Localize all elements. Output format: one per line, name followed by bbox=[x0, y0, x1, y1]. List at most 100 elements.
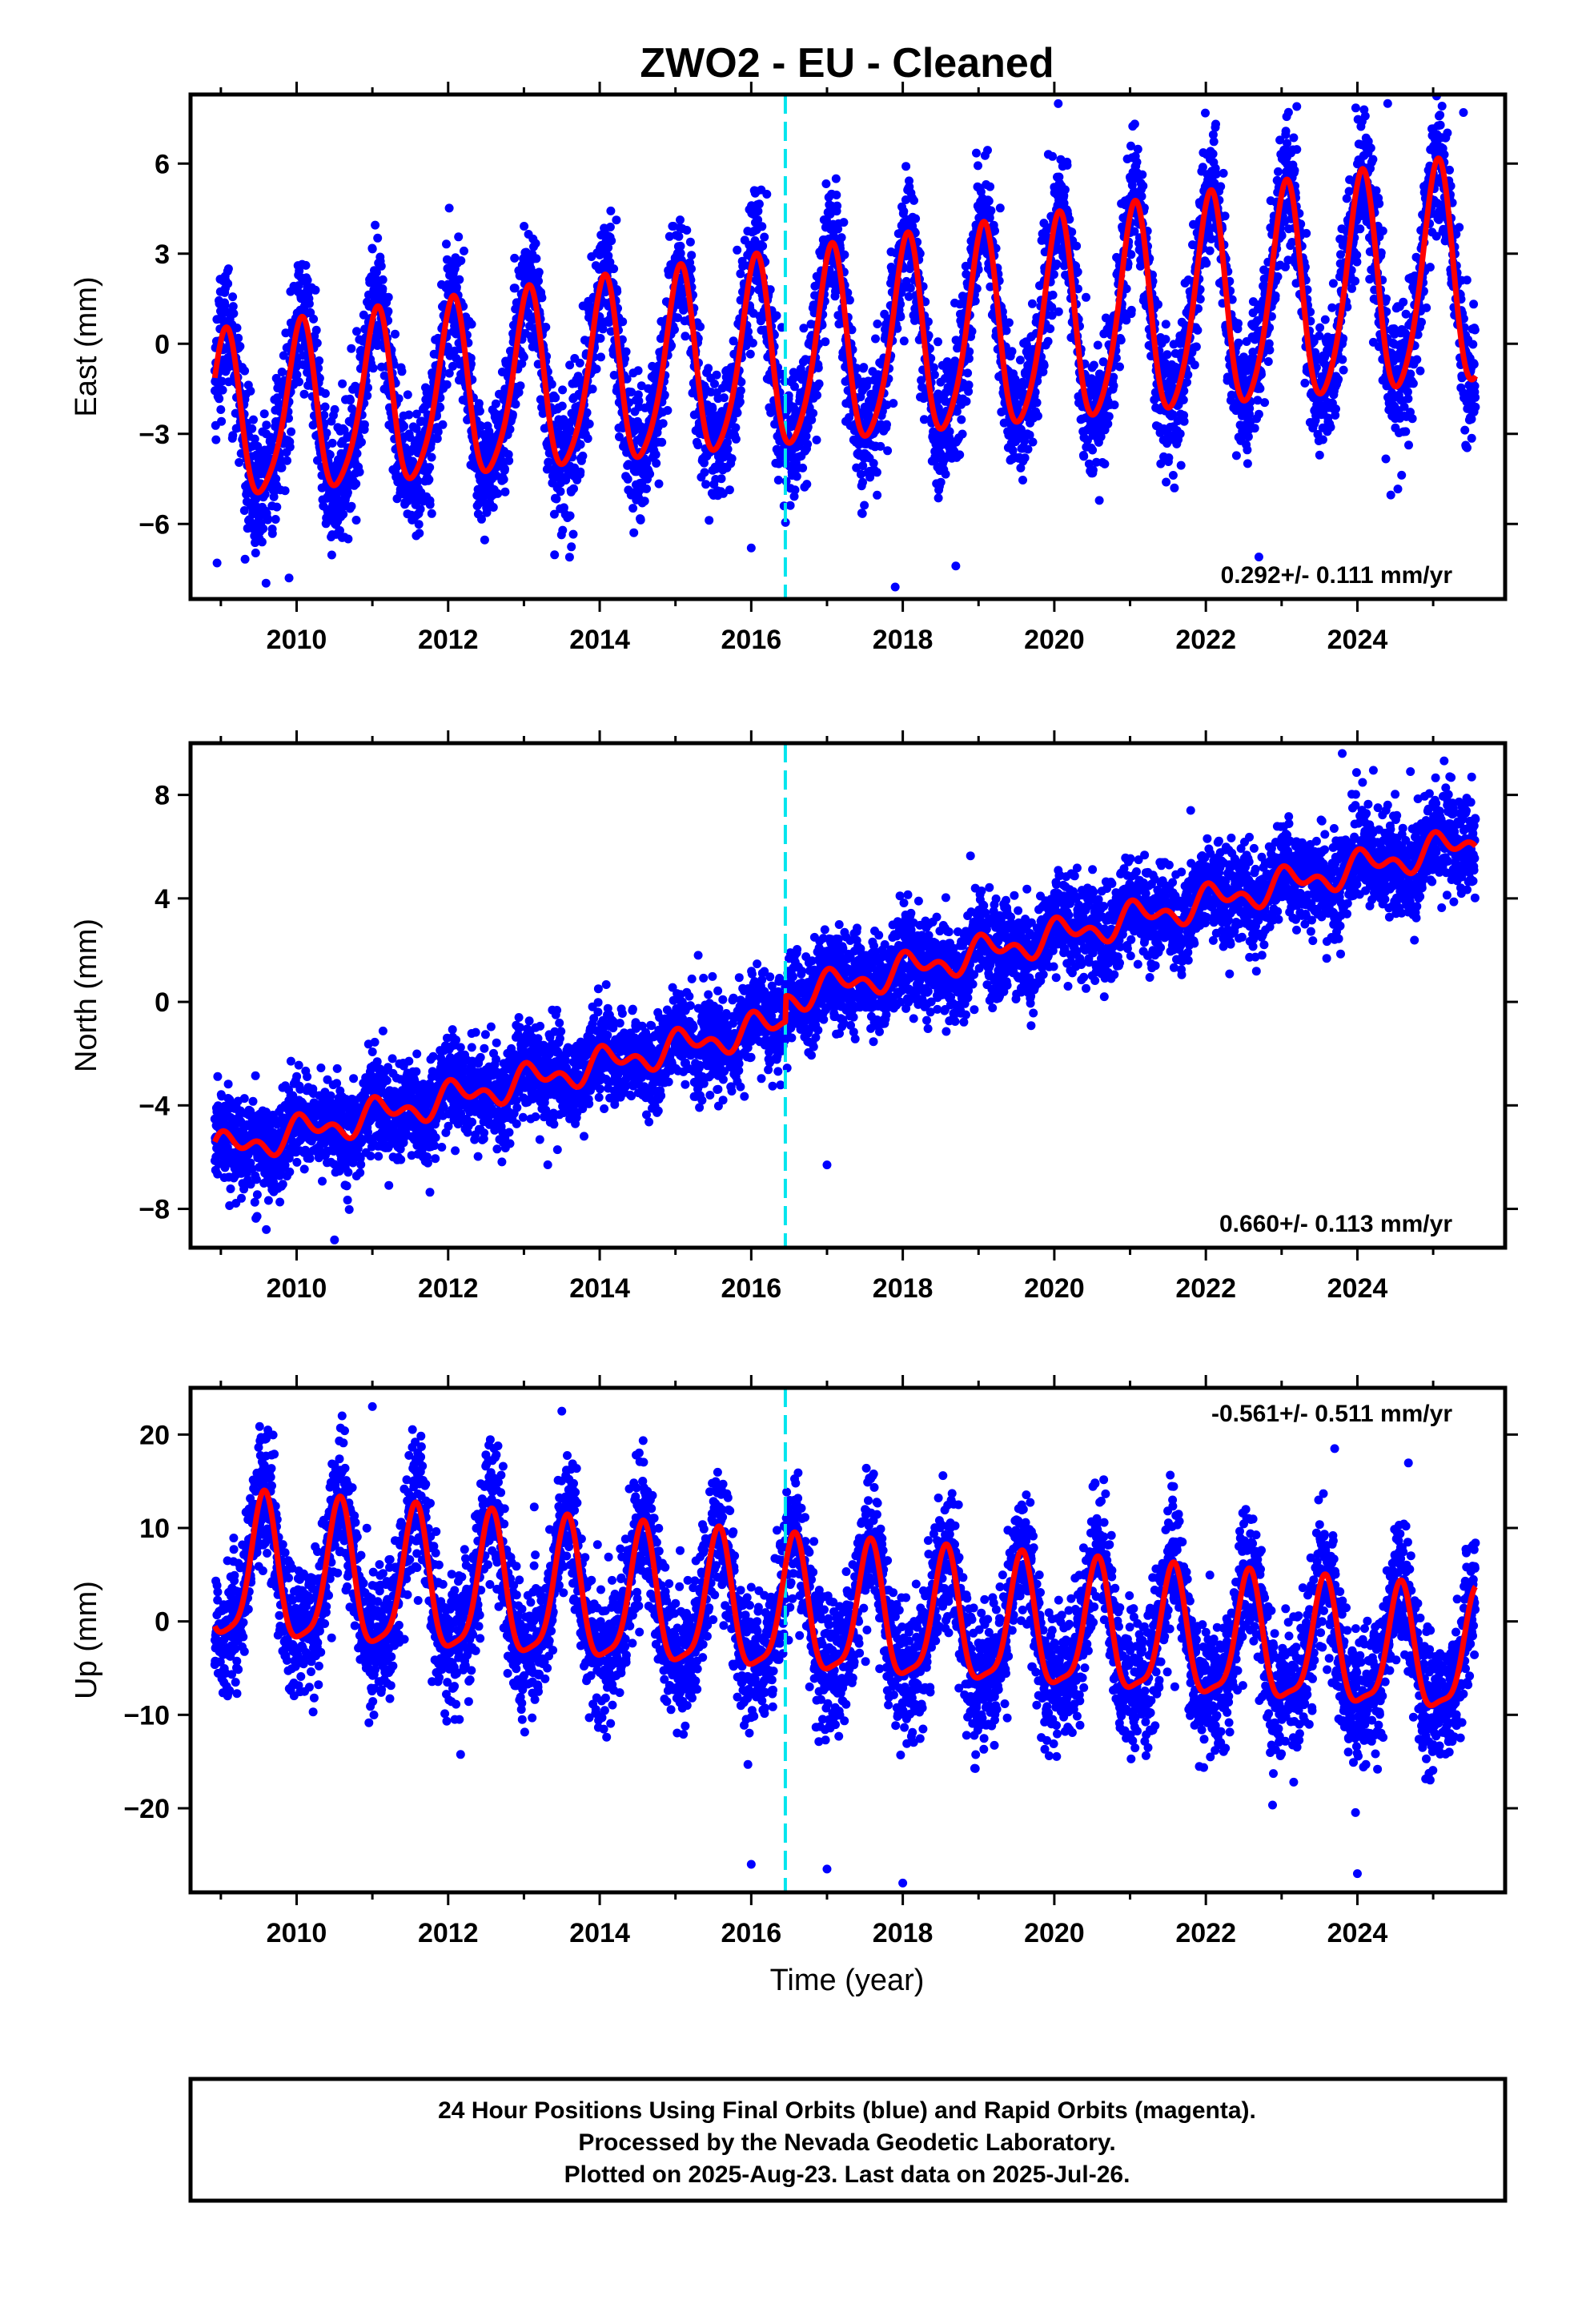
data-point bbox=[1052, 259, 1062, 269]
data-point bbox=[283, 456, 291, 465]
data-point bbox=[1004, 318, 1014, 328]
data-point bbox=[995, 203, 1005, 213]
data-point bbox=[359, 420, 369, 429]
data-point bbox=[814, 379, 824, 388]
data-point bbox=[578, 451, 588, 460]
data-point bbox=[986, 182, 995, 191]
data-point bbox=[936, 477, 946, 487]
data-point bbox=[240, 366, 250, 376]
data-point bbox=[1028, 437, 1038, 447]
data-point bbox=[1202, 259, 1211, 268]
data-point bbox=[552, 494, 561, 504]
data-point bbox=[315, 356, 324, 365]
data-point bbox=[687, 251, 697, 260]
data-point bbox=[654, 479, 664, 489]
data-point bbox=[400, 421, 409, 431]
data-point bbox=[280, 486, 290, 496]
data-point bbox=[569, 484, 578, 493]
data-point bbox=[444, 368, 454, 378]
data-point bbox=[785, 501, 795, 510]
data-point bbox=[559, 503, 568, 513]
data-point bbox=[882, 420, 891, 429]
data-point bbox=[500, 487, 510, 497]
data-point bbox=[712, 370, 721, 380]
data-point bbox=[1243, 445, 1252, 455]
data-point bbox=[1103, 419, 1113, 428]
data-point bbox=[1205, 246, 1215, 255]
data-point bbox=[304, 299, 314, 308]
data-point bbox=[1027, 299, 1037, 308]
data-point bbox=[1020, 453, 1030, 463]
data-point bbox=[346, 396, 355, 405]
data-point bbox=[596, 334, 605, 343]
data-point bbox=[403, 390, 412, 400]
data-point bbox=[413, 476, 423, 486]
data-point bbox=[1007, 347, 1017, 356]
data-point bbox=[1100, 459, 1110, 468]
data-point bbox=[287, 427, 296, 436]
data-point bbox=[727, 454, 737, 464]
data-point bbox=[1023, 444, 1033, 454]
data-point bbox=[474, 399, 484, 408]
data-point bbox=[760, 232, 769, 242]
data-point bbox=[327, 438, 337, 448]
data-point bbox=[338, 379, 347, 388]
data-point bbox=[504, 450, 513, 459]
data-point bbox=[790, 485, 800, 495]
east-panel: 2010 2012 2014 2016 2018 2020 2022 2024−6−3036E… bbox=[70, 82, 1518, 655]
data-point bbox=[1133, 144, 1142, 154]
data-point bbox=[642, 484, 651, 493]
data-point bbox=[592, 364, 601, 374]
data-point bbox=[343, 488, 352, 497]
data-point bbox=[670, 325, 679, 335]
data-point bbox=[232, 324, 242, 332]
plot-area bbox=[210, 94, 1480, 599]
data-point bbox=[427, 452, 436, 462]
data-point bbox=[228, 431, 238, 440]
data-point bbox=[1093, 340, 1102, 350]
data-point bbox=[1018, 476, 1027, 485]
data-point bbox=[1094, 496, 1104, 505]
data-point bbox=[860, 501, 869, 510]
data-point bbox=[378, 275, 387, 284]
data-point bbox=[531, 239, 540, 248]
data-point bbox=[658, 419, 668, 428]
data-point bbox=[986, 206, 996, 215]
data-point bbox=[606, 206, 616, 215]
data-point bbox=[520, 222, 529, 231]
data-point bbox=[229, 309, 239, 318]
data-point bbox=[1116, 336, 1126, 345]
data-point bbox=[708, 404, 717, 413]
data-point bbox=[352, 327, 361, 336]
data-point bbox=[1168, 471, 1178, 480]
data-point bbox=[623, 474, 632, 484]
data-point bbox=[1082, 292, 1090, 302]
data-point bbox=[234, 333, 243, 343]
data-point bbox=[534, 276, 543, 286]
data-point bbox=[320, 388, 330, 398]
data-point bbox=[499, 475, 508, 485]
data-point bbox=[963, 368, 973, 378]
data-point bbox=[405, 432, 415, 442]
data-point bbox=[455, 275, 464, 284]
data-point bbox=[476, 421, 486, 431]
data-point bbox=[248, 519, 258, 529]
data-point bbox=[460, 246, 468, 255]
data-point bbox=[261, 578, 271, 588]
data-point bbox=[962, 396, 971, 406]
data-point bbox=[905, 283, 915, 293]
data-point bbox=[1048, 151, 1058, 161]
data-point bbox=[736, 386, 745, 396]
data-point bbox=[1110, 400, 1119, 410]
data-point bbox=[550, 550, 560, 560]
data-point bbox=[588, 384, 597, 394]
data-point bbox=[1049, 270, 1058, 279]
data-point bbox=[889, 399, 898, 408]
data-point bbox=[754, 199, 764, 209]
data-point bbox=[443, 342, 452, 352]
data-point bbox=[773, 476, 783, 485]
data-point bbox=[480, 535, 489, 545]
data-point bbox=[872, 468, 881, 477]
data-point bbox=[1175, 429, 1185, 439]
data-point bbox=[636, 515, 645, 525]
